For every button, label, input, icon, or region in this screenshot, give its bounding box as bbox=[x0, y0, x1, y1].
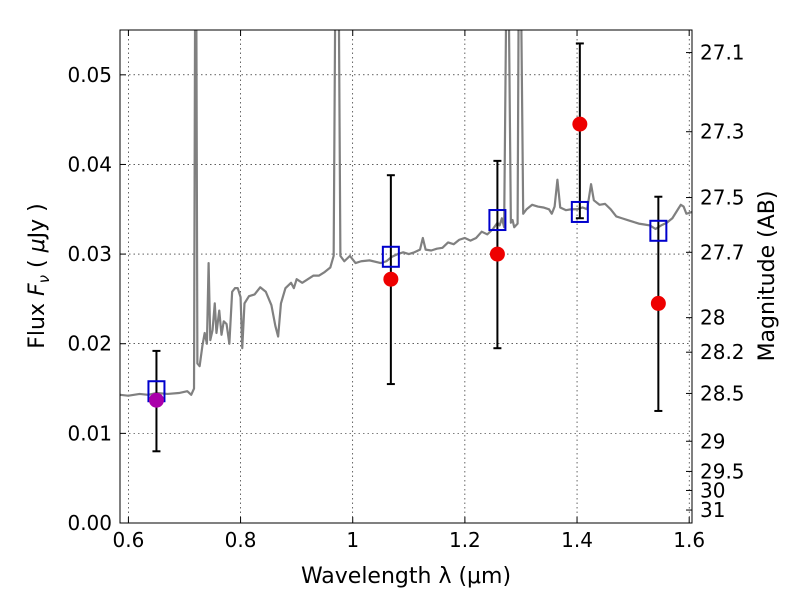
observed-photometry-point bbox=[650, 295, 666, 311]
y-tick-label: 0.05 bbox=[67, 63, 112, 87]
model-photometry-square bbox=[488, 209, 507, 232]
right-tick-label: 28.5 bbox=[700, 381, 745, 405]
observed-photometry-point bbox=[148, 392, 164, 408]
observed-photometry-point bbox=[489, 246, 505, 262]
y-tick-label: 0.03 bbox=[67, 242, 112, 266]
plot-frame bbox=[119, 29, 693, 524]
plot-background bbox=[120, 30, 692, 523]
y-tick-label: 0.02 bbox=[67, 332, 112, 356]
right-tick-label: 27.5 bbox=[700, 186, 745, 210]
right-tick-label: 29 bbox=[700, 429, 725, 453]
observed-photometry-point bbox=[383, 271, 399, 287]
y-tick-label: 0.01 bbox=[67, 421, 112, 445]
right-tick-label: 30 bbox=[700, 478, 725, 502]
y-tick-label: 0.04 bbox=[67, 152, 112, 176]
right-tick-label: 28 bbox=[700, 306, 725, 330]
model-photometry-square bbox=[570, 200, 589, 223]
right-tick-label: 28.2 bbox=[700, 340, 745, 364]
right-tick-label: 27.3 bbox=[700, 120, 745, 144]
x-tick-label: 1.6 bbox=[673, 528, 705, 552]
right-tick-label: 31 bbox=[700, 498, 725, 522]
x-axis-label: Wavelength λ (μm) bbox=[301, 564, 511, 589]
right-tick-label: 29.5 bbox=[700, 459, 745, 483]
x-tick-label: 1.4 bbox=[561, 528, 593, 552]
model-photometry-square bbox=[649, 219, 668, 242]
x-tick-label: 1 bbox=[346, 528, 359, 552]
x-axis-ticks: 0.6 0.8 1 1.2 1.4 1.6 bbox=[113, 30, 705, 552]
x-tick-label: 0.6 bbox=[113, 528, 145, 552]
y-tick-label: 0.00 bbox=[67, 511, 112, 535]
model-photometry-square bbox=[381, 245, 400, 268]
right-tick-label: 27.1 bbox=[700, 41, 745, 65]
y-axis-ticks: 0.00 0.01 0.02 0.03 0.04 0.05 bbox=[67, 63, 126, 535]
right-axis-label: Magnitude (AB) bbox=[755, 191, 780, 362]
y-axis-label: Flux Fν ( μJy ) bbox=[25, 203, 53, 348]
right-tick-label: 27.7 bbox=[700, 240, 745, 264]
observed-photometry-point bbox=[572, 116, 588, 132]
observed-photometry-points bbox=[148, 116, 666, 408]
x-tick-label: 1.2 bbox=[449, 528, 481, 552]
x-tick-label: 0.8 bbox=[225, 528, 257, 552]
